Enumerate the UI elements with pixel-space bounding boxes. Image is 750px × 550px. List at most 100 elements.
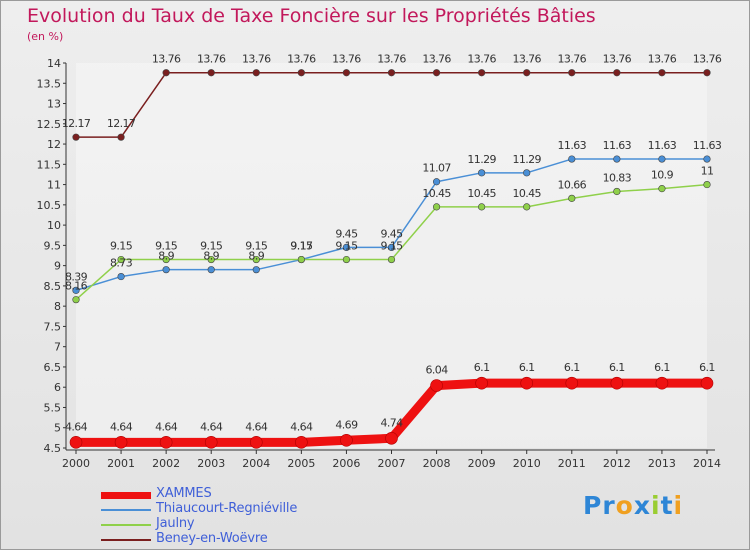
data-point <box>252 255 260 264</box>
data-label: 11.29 <box>512 153 541 166</box>
data-point <box>478 169 486 177</box>
data-label: 10.66 <box>558 178 587 191</box>
x-tick-label: 2006 <box>332 457 360 470</box>
proxiti-logo[interactable]: Proxiti <box>583 491 683 520</box>
logo-letter: x <box>633 491 651 520</box>
x-tick-label: 2004 <box>242 457 270 470</box>
data-point <box>523 169 531 177</box>
data-point <box>430 379 443 392</box>
data-label: 13.76 <box>332 53 361 66</box>
data-label: 9.15 <box>155 240 178 253</box>
data-label: 9.15 <box>245 240 268 253</box>
data-label: 4.64 <box>155 420 178 433</box>
y-tick-label: 12.5 <box>37 118 62 131</box>
data-label: 10.83 <box>603 171 632 184</box>
data-label: 9.15 <box>335 240 358 253</box>
data-label: 9.15 <box>110 240 133 253</box>
x-tick-label: 2000 <box>62 457 90 470</box>
data-label: 11.29 <box>467 153 496 166</box>
y-tick-label: 13.5 <box>37 77 62 90</box>
data-point <box>72 296 80 304</box>
data-point <box>117 255 125 264</box>
data-label: 11.63 <box>603 139 632 152</box>
data-label: 9.45 <box>380 227 403 240</box>
y-tick-label: 9.5 <box>44 239 62 252</box>
data-label: 13.76 <box>512 53 541 66</box>
y-tick-label: 6 <box>54 381 61 394</box>
data-label: 6.1 <box>564 361 580 374</box>
data-point <box>340 433 353 447</box>
x-tick-label: 2013 <box>648 457 676 470</box>
x-tick-label: 2010 <box>513 457 541 470</box>
data-label: 4.64 <box>110 420 133 433</box>
x-tick-label: 2007 <box>378 457 406 470</box>
data-point <box>159 436 173 449</box>
data-label: 10.45 <box>512 187 541 200</box>
data-label: 8.9 <box>248 250 264 263</box>
data-point <box>252 266 260 274</box>
data-point <box>610 376 624 390</box>
data-label: 8.9 <box>203 250 219 263</box>
data-point <box>162 255 170 264</box>
legend-label: Jaulny <box>156 516 195 531</box>
x-tick-label: 2008 <box>423 457 451 470</box>
data-point <box>658 155 666 163</box>
y-tick-label: 7 <box>54 341 61 354</box>
data-label: 9.15 <box>290 240 313 253</box>
legend-label: Thiaucourt-Regniéville <box>156 501 298 516</box>
data-point <box>613 155 621 163</box>
data-label: 11.63 <box>648 139 677 152</box>
data-label: 9.17 <box>290 240 313 253</box>
x-tick-label: 2009 <box>468 457 496 470</box>
data-label: 4.74 <box>380 416 403 429</box>
y-tick-label: 9 <box>54 260 61 273</box>
logo-letter: i <box>673 491 684 520</box>
logo-letter: i <box>651 491 661 520</box>
data-point <box>387 243 396 251</box>
data-point <box>342 69 351 77</box>
data-point <box>655 376 669 390</box>
data-point <box>568 155 576 163</box>
data-point <box>432 178 441 186</box>
data-label: 13.76 <box>558 53 587 66</box>
data-label: 8.9 <box>158 250 174 263</box>
legend-swatch <box>101 509 151 511</box>
data-point <box>523 203 531 211</box>
data-label: 13.76 <box>422 53 451 66</box>
data-point <box>117 133 125 141</box>
data-label: 4.69 <box>335 418 358 431</box>
data-point <box>613 187 621 196</box>
data-point <box>703 180 711 189</box>
y-tick-label: 11 <box>47 179 61 192</box>
data-point <box>658 185 666 193</box>
data-point <box>295 436 308 449</box>
logo-letter: P <box>583 491 603 520</box>
data-point <box>162 266 170 274</box>
data-label: 8.39 <box>65 270 88 283</box>
y-tick-label: 11.5 <box>37 158 62 171</box>
data-point <box>658 69 666 77</box>
y-tick-label: 10 <box>47 219 61 232</box>
data-point <box>342 243 351 251</box>
y-tick-label: 8 <box>54 300 61 313</box>
x-tick-label: 2005 <box>287 457 315 470</box>
data-point <box>568 194 576 202</box>
data-label: 6.1 <box>519 361 535 374</box>
data-label: 10.9 <box>651 169 674 182</box>
data-point <box>252 69 260 77</box>
data-label: 8.16 <box>65 280 88 293</box>
y-tick-label: 7.5 <box>44 320 62 333</box>
data-point <box>117 272 125 281</box>
data-point <box>432 69 441 77</box>
data-point <box>432 203 441 211</box>
data-point <box>114 436 128 449</box>
data-label: 13.76 <box>603 53 632 66</box>
data-point <box>72 286 80 294</box>
y-tick-label: 12 <box>47 138 61 151</box>
data-label: 9.15 <box>200 240 223 253</box>
data-label: 4.64 <box>65 420 88 433</box>
data-label: 13.76 <box>242 53 271 66</box>
data-label: 13.76 <box>467 53 496 66</box>
data-point <box>703 69 711 77</box>
